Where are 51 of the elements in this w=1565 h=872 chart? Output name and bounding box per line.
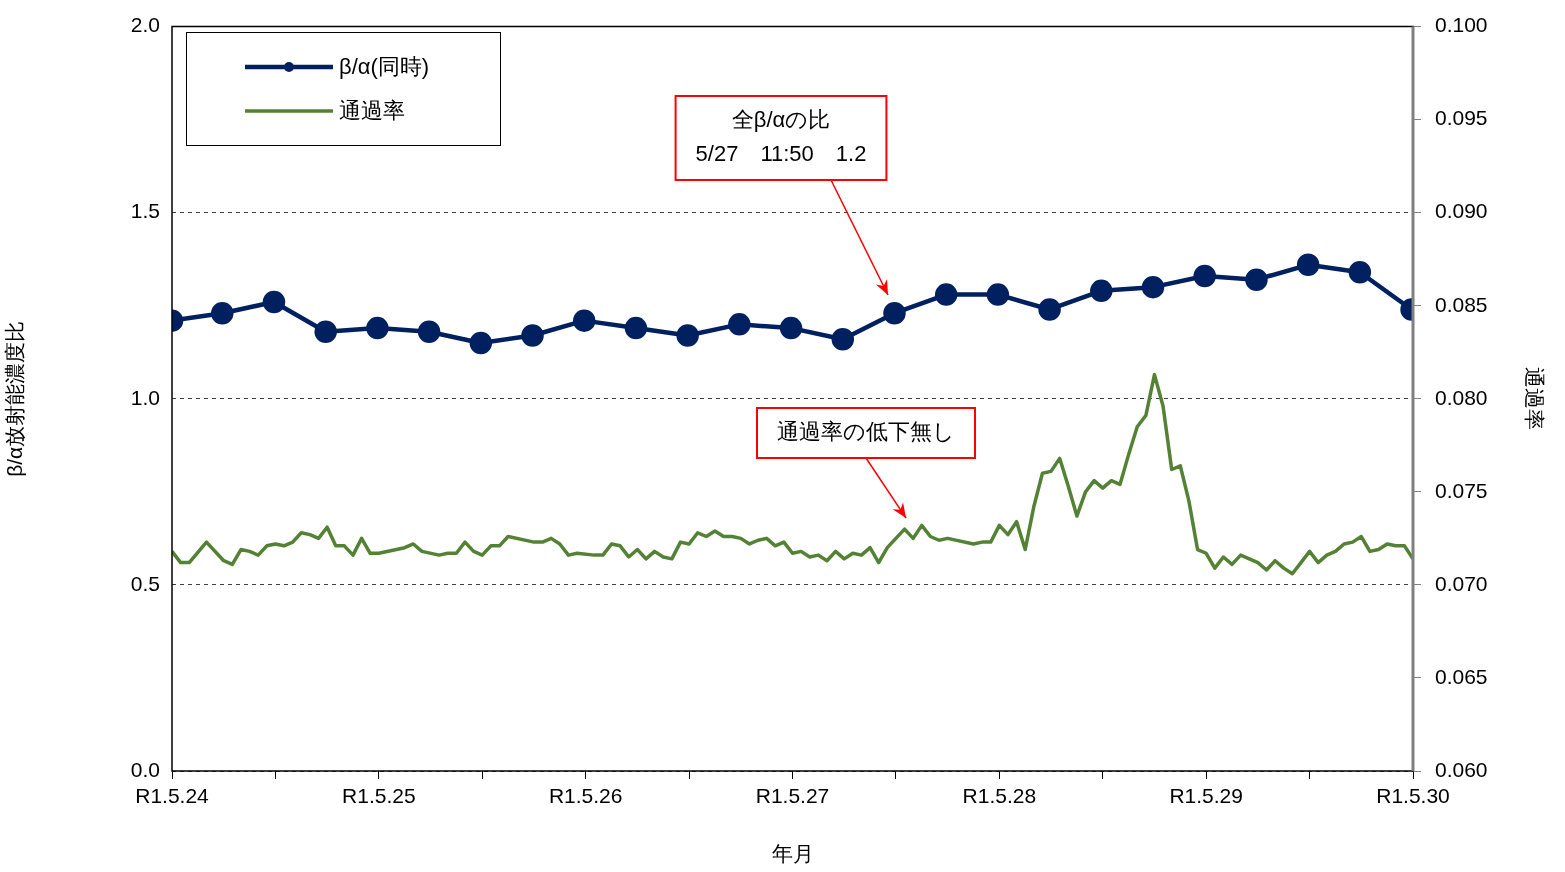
y2-tick-label: 0.075 [1435,478,1488,502]
point [624,316,648,340]
legend-label: β/α(同時) [339,53,430,81]
y2-tick-label: 0.070 [1435,571,1488,595]
x-tick-label: R1.5.27 [755,784,830,808]
legend-label: 通過率 [339,97,405,125]
y-tick-label: 2.0 [130,13,160,37]
y-tick-label: 0.5 [130,571,160,595]
point [366,316,389,340]
point [521,324,544,347]
point [1245,268,1268,291]
point [1296,253,1320,277]
x-tick-label: R1.5.30 [1376,784,1450,808]
y2-tick-label: 0.095 [1435,106,1488,130]
point [469,331,493,355]
y-tick-label: 1.0 [130,385,160,409]
y-tick-label: 1.5 [130,199,160,223]
x-tick-label: R1.5.26 [548,784,623,808]
point [572,309,596,332]
y2-tick-label: 0.085 [1435,292,1488,316]
point [314,320,337,344]
annotation: 全β/αの比 5/27 11:50 1.2 [695,107,867,167]
annotation: 通過率の低下無し [777,419,955,445]
point [417,320,441,344]
point [883,301,906,325]
point [1090,279,1113,303]
y2-tick-label: 0.080 [1435,385,1488,409]
point [211,301,234,325]
point [1193,264,1216,288]
y-axis-title: β/α放射能濃度比 [3,320,27,477]
point [986,283,1010,306]
point [676,324,699,347]
x-axis-title: 年月 [771,842,814,866]
y2-tick-label: 0.100 [1435,13,1488,37]
y2-tick-label: 0.090 [1435,199,1488,223]
x-tick-label: R1.5.25 [342,784,416,808]
point [934,283,958,306]
y2-tick-label: 0.065 [1435,664,1488,688]
point [779,316,803,340]
point [728,313,751,336]
point [831,328,855,351]
x-tick-label: R1.5.28 [962,784,1037,808]
y-tick-label: 0.0 [130,757,160,781]
x-tick-label: R1.5.24 [135,784,210,808]
y2-axis-title: 通過率 [1522,367,1546,431]
point [1348,261,1372,284]
point [1141,275,1165,299]
y2-tick-label: 0.060 [1435,757,1488,781]
point [262,290,286,314]
point [1038,298,1061,321]
x-tick-label: R1.5.29 [1169,784,1243,808]
